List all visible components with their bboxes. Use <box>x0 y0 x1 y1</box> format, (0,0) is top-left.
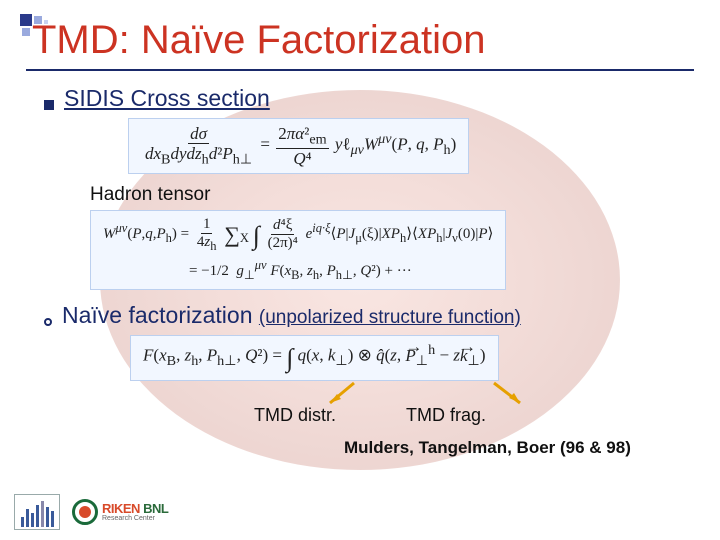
corner-decoration-icon <box>20 14 60 40</box>
content: SIDIS Cross section dσ dxBdydzhd²Ph⊥ = 2… <box>26 71 694 458</box>
riken-circle-icon <box>72 499 98 525</box>
riken-text: RIKEN BNL Research Center <box>102 502 168 522</box>
bnl-label: BNL <box>143 501 168 516</box>
tmd-frag-label: TMD frag. <box>406 405 486 426</box>
page-title: TMD: Naïve Factorization <box>26 18 694 71</box>
eq-line1: Wμν(P,q,Ph) = 14zh ∑X ∫ d⁴ξ(2π)⁴ eiq·ξ⟨P… <box>103 217 493 253</box>
equation-box: dσ dxBdydzhd²Ph⊥ = 2πα²em Q⁴ yℓμνWμν(P, … <box>128 118 469 174</box>
title-wrap: TMD: Naïve Factorization <box>26 18 694 71</box>
bullet-naive: Naïve factorization (unpolarized structu… <box>44 302 686 329</box>
footer-logos: RIKEN BNL Research Center <box>14 494 168 530</box>
bullet-text: SIDIS Cross section <box>64 85 270 112</box>
eq-line2: = −1/2 g⊥μν F(xB, zh, Ph⊥, Q²) + ··· <box>103 258 493 283</box>
riken-bnl-logo: RIKEN BNL Research Center <box>72 499 168 525</box>
frac-lhs: dσ dxBdydzhd²Ph⊥ <box>143 125 254 167</box>
equation-box: Wμν(P,q,Ph) = 14zh ∑X ∫ d⁴ξ(2π)⁴ eiq·ξ⟨P… <box>90 210 506 291</box>
berkeley-lab-logo <box>14 494 60 530</box>
bullet-prefix: Naïve factorization <box>62 302 259 328</box>
hadron-tensor-label: Hadron tensor <box>90 184 686 206</box>
eq-cross-section: dσ dxBdydzhd²Ph⊥ = 2πα²em Q⁴ yℓμνWμν(P, … <box>128 118 686 174</box>
eq-factorization: F(xB, zh, Ph⊥, Q²) = ∫ q(x, k⊥) ⊗ q̂(z, … <box>130 335 686 381</box>
slide: TMD: Naïve Factorization SIDIS Cross sec… <box>0 0 720 458</box>
citation: Mulders, Tangelman, Boer (96 & 98) <box>344 438 686 458</box>
tmd-labels: TMD distr. TMD frag. <box>254 405 686 426</box>
tmd-distr-label: TMD distr. <box>254 405 336 426</box>
frac-rhs-pref: 2πα²em Q⁴ <box>276 125 328 167</box>
bullet-square-icon <box>44 100 54 110</box>
bullet-text: Naïve factorization (unpolarized structu… <box>62 302 521 329</box>
research-center-label: Research Center <box>102 515 168 522</box>
bullet-sidis: SIDIS Cross section <box>44 85 686 112</box>
arrows <box>274 381 686 405</box>
bullet-circle-icon <box>44 318 52 326</box>
bullet-paren: (unpolarized structure function) <box>259 307 521 328</box>
riken-label: RIKEN <box>102 501 140 516</box>
eq-hadron-tensor: Wμν(P,q,Ph) = 14zh ∑X ∫ d⁴ξ(2π)⁴ eiq·ξ⟨P… <box>90 210 686 291</box>
equation-box: F(xB, zh, Ph⊥, Q²) = ∫ q(x, k⊥) ⊗ q̂(z, … <box>130 335 499 381</box>
arrows-svg <box>274 381 574 407</box>
